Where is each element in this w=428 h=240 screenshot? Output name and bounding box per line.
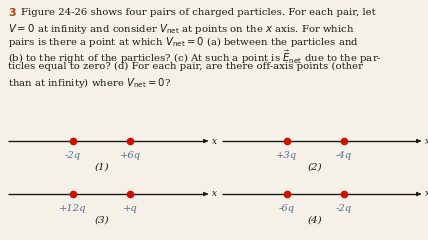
- Text: +6q: +6q: [119, 151, 141, 160]
- Text: +3q: +3q: [276, 151, 297, 160]
- Text: -2q: -2q: [65, 151, 81, 160]
- Text: x: x: [212, 190, 217, 198]
- Text: x: x: [212, 137, 217, 145]
- Text: (1): (1): [94, 163, 109, 172]
- Text: Figure 24-26 shows four pairs of charged particles. For each pair, let: Figure 24-26 shows four pairs of charged…: [21, 8, 376, 17]
- Text: +12q: +12q: [59, 204, 87, 213]
- Text: -6q: -6q: [279, 204, 295, 213]
- Text: than at infinity) where $V_{\mathrm{net}} = 0$?: than at infinity) where $V_{\mathrm{net}…: [8, 76, 171, 90]
- Text: ticles equal to zero? (d) For each pair, are there off-axis points (other: ticles equal to zero? (d) For each pair,…: [8, 62, 363, 71]
- Text: +q: +q: [123, 204, 137, 213]
- Text: x: x: [425, 137, 428, 145]
- Text: (2): (2): [308, 163, 322, 172]
- Text: 3: 3: [8, 8, 16, 18]
- Text: -2q: -2q: [336, 204, 351, 213]
- Text: pairs is there a point at which $V_{\mathrm{net}} = 0$ (a) between the particles: pairs is there a point at which $V_{\mat…: [8, 35, 359, 49]
- Text: (4): (4): [308, 216, 322, 225]
- Text: x: x: [425, 190, 428, 198]
- Text: (3): (3): [94, 216, 109, 225]
- Text: $V = 0$ at infinity and consider $V_{\mathrm{net}}$ at points on the $x$ axis. F: $V = 0$ at infinity and consider $V_{\ma…: [8, 22, 354, 36]
- Text: -4q: -4q: [336, 151, 351, 160]
- Text: (b) to the right of the particles? (c) At such a point is $\vec{E}_{\mathrm{net}: (b) to the right of the particles? (c) A…: [8, 48, 382, 66]
